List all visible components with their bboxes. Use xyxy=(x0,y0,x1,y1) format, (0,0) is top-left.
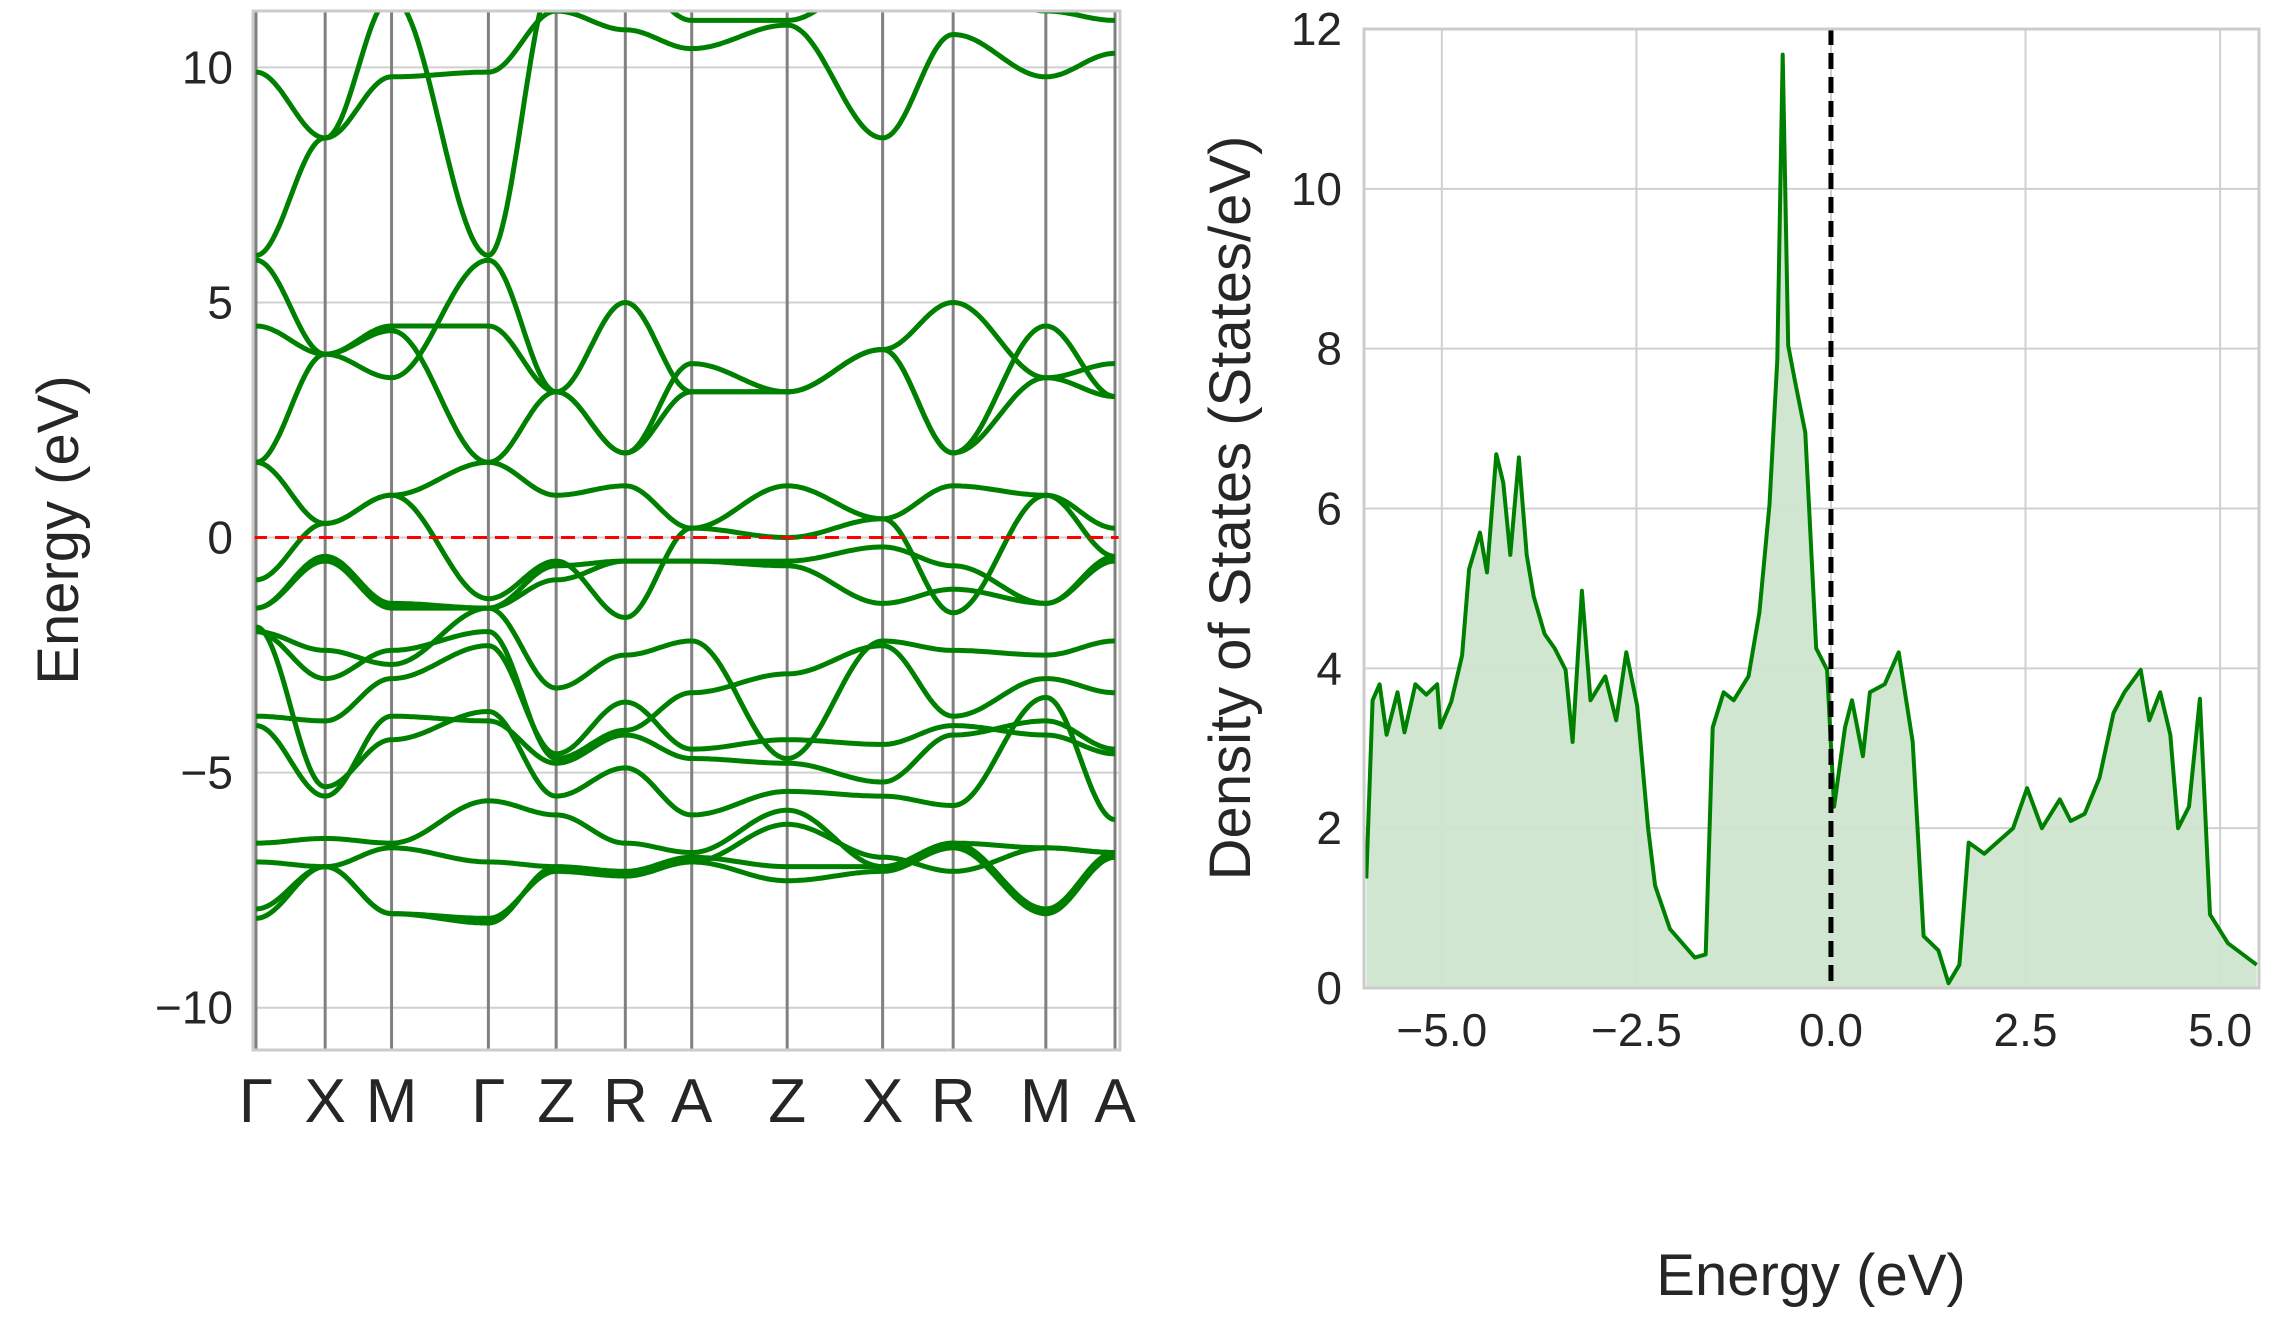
y-tick-label: −5 xyxy=(181,747,233,799)
band-line xyxy=(255,11,1116,258)
kpoint-label: R xyxy=(931,1067,976,1136)
x-tick-label: 5.0 xyxy=(2188,1004,2252,1056)
band-y-axis-label: Energy (eV) xyxy=(26,375,91,684)
y-tick-label: 2 xyxy=(1316,802,1342,854)
kpoint-label: M xyxy=(366,1067,418,1136)
y-tick-label: 10 xyxy=(182,41,233,93)
kpoint-label: A xyxy=(671,1067,713,1136)
band-line xyxy=(255,328,1116,465)
x-tick-label: −5.0 xyxy=(1396,1004,1487,1056)
y-tick-label: 12 xyxy=(1291,3,1342,55)
band-line xyxy=(255,558,1116,611)
kpoint-label: X xyxy=(862,1067,903,1136)
y-tick-label: 10 xyxy=(1291,163,1342,215)
kpoint-label: Z xyxy=(768,1067,806,1136)
band-line xyxy=(255,643,1116,757)
kpoint-label: R xyxy=(603,1067,648,1136)
band-line xyxy=(255,629,1116,761)
band-line xyxy=(255,544,1116,611)
x-tick-label: 2.5 xyxy=(1994,1004,2058,1056)
kpoint-label: X xyxy=(304,1067,345,1136)
dos-fill xyxy=(1366,54,2257,989)
y-tick-label: 0 xyxy=(207,512,233,564)
kpoint-label: A xyxy=(1094,1067,1136,1136)
kpoint-label: M xyxy=(1020,1067,1072,1136)
x-tick-label: 0.0 xyxy=(1799,1004,1863,1056)
y-tick-label: 8 xyxy=(1316,323,1342,375)
bands xyxy=(255,11,1116,926)
band-line xyxy=(255,798,1116,870)
band-line xyxy=(255,624,1116,823)
kpoint-label: Γ xyxy=(239,1067,273,1136)
dos-plot: 0 2 4 6 8 10 12 −5.0 −2.5 0.0 2.5 5.0 xyxy=(1291,3,2261,1056)
kpoint-label: Z xyxy=(537,1067,575,1136)
band-line xyxy=(255,300,1116,395)
y-tick-label: 5 xyxy=(207,276,233,328)
plot-frame xyxy=(1362,27,2261,990)
y-tick-label: 0 xyxy=(1316,962,1342,1014)
band-line xyxy=(255,257,1116,456)
band-line xyxy=(255,492,1116,620)
x-tick-label: −2.5 xyxy=(1591,1004,1682,1056)
y-tick-label: −10 xyxy=(155,982,233,1034)
kpoint-label: Γ xyxy=(471,1067,505,1136)
dos-y-axis-label: Density of States (States/eV) xyxy=(1198,136,1263,881)
band-line xyxy=(255,713,1116,799)
dos-x-axis-label: Energy (eV) xyxy=(1656,1243,1965,1308)
band-line xyxy=(255,840,1116,926)
band-line xyxy=(255,11,1116,141)
y-tick-label: 4 xyxy=(1316,642,1342,694)
dos-line xyxy=(1364,52,2258,986)
plot-frame xyxy=(251,9,1122,1052)
band-line xyxy=(255,605,1116,761)
y-tick-label: 6 xyxy=(1316,483,1342,535)
